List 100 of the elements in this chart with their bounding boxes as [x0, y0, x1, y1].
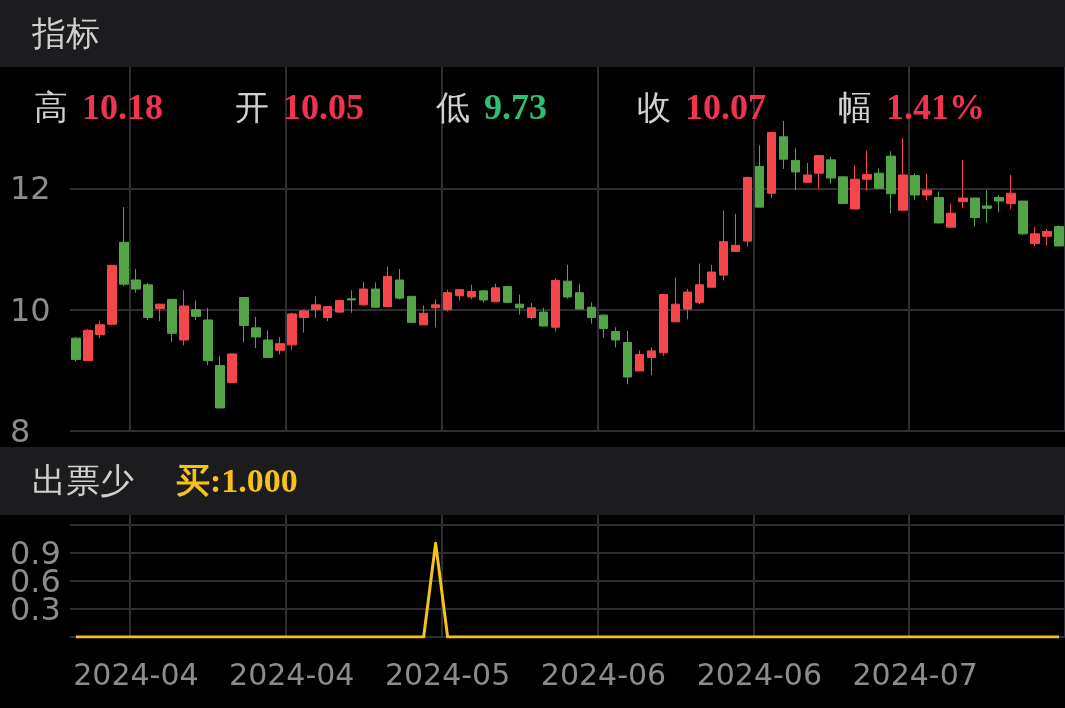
candlestick — [527, 302, 536, 320]
candlestick — [215, 355, 225, 409]
candlestick — [455, 288, 464, 302]
candlestick — [659, 293, 668, 357]
candlestick — [503, 285, 512, 304]
candlestick — [743, 176, 752, 248]
candlestick — [143, 282, 153, 321]
candlestick — [898, 137, 908, 211]
chart-title: 出票少 — [32, 459, 134, 502]
candlestick — [886, 150, 896, 214]
candlestick — [539, 307, 548, 327]
candlestick — [814, 154, 824, 190]
candlestick — [347, 289, 356, 314]
candlestick — [167, 298, 177, 343]
candlestick — [599, 314, 608, 339]
x-tick-label: 2024-05 — [384, 656, 511, 692]
annotation: 高 10.18 — [34, 86, 163, 129]
candlestick — [563, 264, 572, 300]
candlestick — [779, 120, 788, 170]
candlestick — [731, 213, 740, 253]
candlestick — [383, 266, 392, 308]
candlestick — [671, 277, 680, 323]
candlestick — [587, 301, 596, 325]
candlestick — [323, 305, 332, 322]
candlestick — [239, 297, 249, 343]
candlestick — [275, 336, 285, 356]
candlestick — [826, 156, 836, 184]
candlestick — [263, 329, 273, 359]
candlestick — [838, 176, 848, 204]
candlestick — [515, 294, 524, 316]
candlestick — [311, 295, 321, 319]
candlestick — [862, 150, 872, 192]
candlestick — [803, 162, 812, 183]
candlestick — [83, 328, 93, 362]
candlestick — [719, 210, 728, 282]
candlestick — [155, 303, 165, 322]
candlestick — [335, 300, 344, 314]
candlestick — [419, 304, 428, 326]
candlestick — [431, 298, 440, 328]
candlestick — [970, 197, 980, 228]
annotation: 开 10.05 — [235, 86, 364, 129]
x-tick-label: 2024-04 — [229, 656, 355, 692]
candlestick — [647, 346, 656, 376]
candlestick — [1042, 228, 1052, 246]
candlestick — [934, 190, 944, 225]
annotation: 低 9.73 — [436, 86, 547, 129]
candlestick — [874, 167, 884, 189]
candlestick — [1054, 224, 1064, 247]
annotation: 幅 1.41% — [838, 86, 985, 129]
candlestick — [958, 159, 968, 209]
candlestick — [359, 281, 368, 307]
candlestick — [287, 312, 297, 351]
candlestick — [767, 131, 776, 199]
candlestick — [299, 309, 309, 334]
candlestick — [910, 172, 920, 201]
candlestick — [479, 289, 488, 303]
candlestick — [395, 268, 404, 300]
candlestick — [251, 316, 261, 349]
candlestick — [131, 268, 141, 294]
candlestick — [635, 349, 644, 372]
candlestick — [683, 288, 692, 320]
candlestick — [71, 336, 81, 362]
candlestick — [755, 144, 764, 208]
candlestick — [227, 353, 237, 383]
candlestick — [407, 295, 416, 323]
candlestick — [695, 263, 704, 305]
candlestick — [95, 320, 105, 339]
candlestick — [191, 300, 201, 321]
candlestick — [1018, 200, 1028, 236]
candlestick — [551, 278, 560, 333]
x-tick-label: 2024-07 — [852, 656, 978, 692]
candlestick — [179, 289, 189, 346]
candlestick — [611, 326, 620, 348]
candlestick — [1030, 226, 1040, 247]
candlestick — [850, 164, 860, 210]
candlestick — [203, 307, 213, 366]
candlestick — [467, 284, 476, 300]
candlestick — [791, 147, 800, 191]
chart-title: 指标 — [32, 11, 100, 55]
candlestick — [707, 264, 716, 288]
candlestick — [946, 203, 956, 229]
x-tick-label: 2024-06 — [540, 656, 667, 692]
candlestick — [491, 283, 500, 303]
candlestick — [371, 281, 380, 308]
candlestick — [575, 283, 584, 310]
candlestick — [982, 189, 992, 224]
text: 买:1.000 — [176, 461, 298, 501]
x-tick-label: 2024-06 — [696, 656, 822, 692]
x-tick-label: 2024-04 — [73, 656, 199, 692]
candlestick — [119, 206, 129, 287]
candlestick — [107, 264, 117, 326]
y-tick-label: 8 — [10, 412, 31, 450]
candlestick — [443, 289, 452, 312]
candlestick — [994, 194, 1004, 213]
candlestick — [623, 330, 632, 385]
y-tick-label: 10 — [10, 290, 51, 329]
y-tick-label: 12 — [10, 169, 51, 208]
annotation: 收 10.07 — [637, 86, 766, 129]
candlestick — [922, 173, 932, 201]
candlestick — [1006, 174, 1016, 210]
